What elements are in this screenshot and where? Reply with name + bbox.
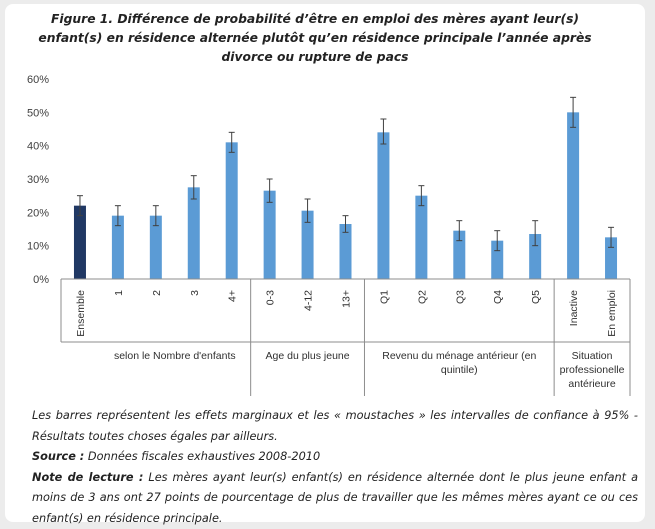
bar — [567, 112, 579, 279]
group-label-line: Age du plus jeune — [266, 350, 350, 362]
x-tick-label: Q1 — [378, 290, 390, 304]
group-label: Age du plus jeune — [266, 350, 350, 362]
group-label: Situation professionelle antérieure — [560, 350, 625, 390]
group-label-line: Situation — [572, 350, 613, 362]
bar — [226, 142, 238, 279]
x-tick-label: 4+ — [227, 290, 239, 302]
x-tick-label: Q5 — [530, 290, 542, 304]
group-label-line: Revenu du ménage antérieur (en — [382, 350, 536, 362]
group-label-line: professionelle — [560, 364, 625, 376]
y-tick-label: 30% — [27, 174, 49, 186]
group-label: Revenu du ménage antérieur (en quintile) — [382, 350, 536, 376]
group-label-line: selon le Nombre d'enfants — [114, 350, 236, 362]
x-tick-label: 13+ — [341, 290, 353, 308]
x-tick-label: 3 — [189, 290, 201, 296]
y-tick-label: 0% — [33, 274, 49, 286]
reading-label: Note de lecture : — [32, 471, 143, 484]
bar — [188, 187, 200, 279]
notes-description: Les barres représentent les effets margi… — [32, 406, 638, 447]
x-tick-label: 0-3 — [265, 290, 277, 305]
chart-notes: Les barres représentent les effets margi… — [32, 406, 638, 529]
x-tick-label: 2 — [151, 290, 163, 296]
bar-chart: 0% 10% 20% 30% 40% 50% 60% Ensemble 1 2 3 4+ 0-3 4-12… — [5, 4, 645, 404]
x-tick-label: Q2 — [416, 290, 428, 304]
x-tick-label: Q4 — [492, 290, 504, 304]
bar — [74, 206, 86, 279]
x-tick-label: 1 — [113, 290, 125, 296]
y-tick-label: 20% — [27, 207, 49, 219]
x-tick-label: 4-12 — [303, 290, 315, 311]
notes-source: Source : Données fiscales exhaustives 20… — [32, 447, 638, 468]
bar — [264, 191, 276, 279]
y-tick-label: 50% — [27, 107, 49, 119]
x-tick-label: Q3 — [454, 290, 466, 304]
figure-card: Figure 1. Différence de probabilité d’êt… — [5, 4, 645, 522]
x-tick-label: Inactive — [568, 290, 580, 326]
bar — [377, 132, 389, 279]
source-label: Source : — [32, 450, 84, 463]
y-tick-label: 10% — [27, 241, 49, 253]
y-tick-label: 40% — [27, 141, 49, 153]
x-tick-label: Ensemble — [75, 290, 87, 337]
y-tick-label: 60% — [27, 74, 49, 86]
source-text: Données fiscales exhaustives 2008-2010 — [84, 450, 320, 463]
group-label-line: antérieure — [568, 378, 615, 390]
bar — [415, 196, 427, 279]
group-label-line: quintile) — [441, 364, 478, 376]
notes-reading: Note de lecture : Les mères ayant leur(s… — [32, 468, 638, 529]
group-label: selon le Nombre d'enfants — [114, 350, 236, 362]
x-tick-label: En emploi — [606, 290, 618, 337]
